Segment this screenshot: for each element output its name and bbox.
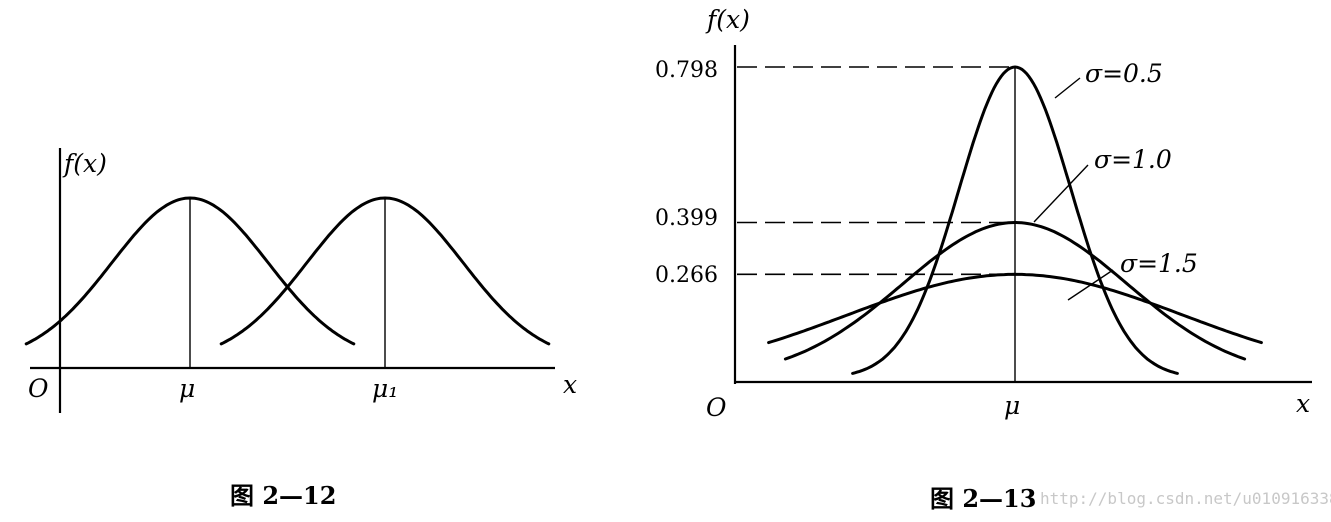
curve-sigma-1-0 bbox=[783, 220, 1247, 361]
leader-sigma-0-5 bbox=[1054, 77, 1081, 99]
legend-label-sigma-0-5: σ=0.5 bbox=[1085, 59, 1163, 88]
caption-left: 图 2—12 bbox=[230, 481, 336, 510]
xtick-label-mu1: μ₁ bbox=[372, 374, 398, 403]
ylabel-right: f(x) bbox=[705, 5, 750, 34]
xtick-label-mu: μ bbox=[179, 374, 195, 403]
curve-sigma-1-5 bbox=[767, 272, 1263, 345]
ytick-label-0798: 0.798 bbox=[655, 58, 718, 83]
xlabel-left: x bbox=[563, 370, 577, 399]
ytick-label-0266: 0.266 bbox=[655, 263, 718, 288]
watermark: http://blog.csdn.net/u010916338 bbox=[1040, 489, 1331, 508]
origin-label-left: O bbox=[28, 374, 49, 403]
origin-label-right: O bbox=[706, 393, 727, 422]
xtick-label-mu-right: μ bbox=[1004, 391, 1020, 420]
chart-2-12: f(x) O μ μ₁ x 图 2—12 bbox=[24, 148, 577, 510]
curve-sigma-0-5 bbox=[851, 65, 1179, 375]
legend-label-sigma-1-0: σ=1.0 bbox=[1094, 145, 1172, 174]
ylabel-left: f(x) bbox=[62, 149, 107, 178]
xlabel-right: x bbox=[1296, 389, 1310, 418]
chart-2-13: σ=0.5 σ=1.0 σ=1.5 0.798 0.399 0.266 f(x)… bbox=[655, 5, 1312, 513]
caption-right: 图 2—13 bbox=[930, 484, 1036, 513]
ytick-label-0399: 0.399 bbox=[655, 206, 718, 231]
legend-label-sigma-1-5: σ=1.5 bbox=[1120, 249, 1198, 278]
leader-sigma-1-5 bbox=[1067, 269, 1114, 301]
leader-sigma-1-0 bbox=[1033, 164, 1089, 223]
